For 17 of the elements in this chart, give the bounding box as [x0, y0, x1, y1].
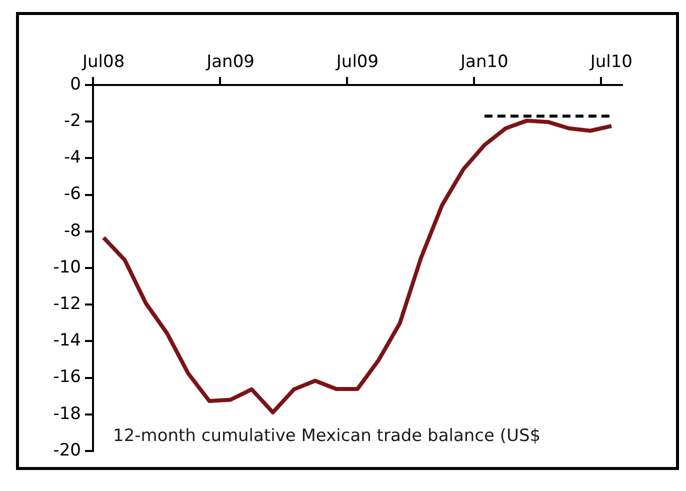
- y-tick-label: -4: [64, 148, 81, 168]
- y-tick-label: 0: [70, 74, 81, 94]
- y-tick-label: -16: [53, 367, 81, 388]
- x-tick-label: Jan09: [206, 52, 254, 72]
- x-tick-label: Jul08: [82, 52, 125, 72]
- y-tick-label: -10: [53, 257, 81, 278]
- annotation: 12-month cumulative Mexican trade balance (US$: [113, 426, 541, 446]
- y-tick-label: -6: [64, 184, 81, 204]
- y-tick-label: -14: [53, 330, 81, 351]
- y-tick-label: -18: [53, 404, 81, 424]
- x-tick-label: Jul10: [589, 52, 632, 72]
- y-tick-label: -8: [64, 220, 81, 241]
- x-tick-label: Jul09: [335, 52, 379, 72]
- x-tick-label: Jan10: [460, 52, 508, 72]
- y-tick-label: -12: [53, 294, 81, 314]
- y-tick-label: -20: [53, 440, 81, 460]
- y-tick-label: -2: [64, 111, 81, 132]
